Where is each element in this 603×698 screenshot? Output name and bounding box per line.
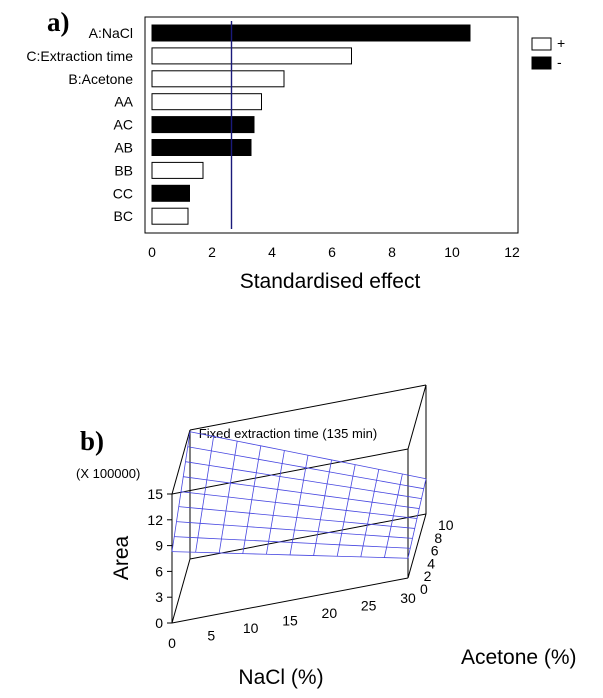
x-tick-label: 6 xyxy=(328,244,336,260)
x-tick-label: 10 xyxy=(243,620,259,636)
panel-b-label: b) xyxy=(80,426,104,456)
z-tick-label: 3 xyxy=(155,589,163,605)
mesh-line-nacl xyxy=(195,436,214,553)
mesh-line-nacl xyxy=(266,450,285,555)
y-axis-title-acetone: Acetone (%) xyxy=(461,646,577,669)
z-tick-label: 0 xyxy=(155,615,163,631)
bar-ac xyxy=(151,116,255,134)
category-label: A:NaCl xyxy=(89,25,133,41)
category-label: AC xyxy=(114,117,133,133)
x-tick-label: 4 xyxy=(268,244,276,260)
x-tick-label: 0 xyxy=(168,635,176,651)
y-tick-label: 6 xyxy=(431,543,439,559)
panel-a-label: a) xyxy=(47,7,70,37)
mesh-line-nacl xyxy=(242,445,262,554)
category-label: CC xyxy=(113,185,133,201)
z-tick-label: 12 xyxy=(147,512,163,528)
x-axis-title-nacl: NaCl (%) xyxy=(238,666,323,689)
z-tick-label: 9 xyxy=(155,538,163,554)
x-tick-label: 10 xyxy=(444,244,460,260)
z-tick-label: 15 xyxy=(147,486,163,502)
x-axis-title: Standardised effect xyxy=(240,270,421,293)
category-label: BB xyxy=(114,162,133,178)
legend-swatch-positive xyxy=(531,37,552,51)
y-tick-label: 0 xyxy=(420,581,428,597)
legend: + - xyxy=(531,35,565,70)
box-edge xyxy=(407,513,427,579)
mesh-line-nacl xyxy=(218,441,238,554)
mesh-line-nacl xyxy=(313,459,332,556)
bar-bc xyxy=(151,207,189,225)
bar-aa xyxy=(151,93,262,111)
x-tick-label: 5 xyxy=(207,628,215,644)
z-axis-title: Area xyxy=(110,536,133,581)
category-label: AB xyxy=(114,140,133,156)
box-edge xyxy=(171,448,409,495)
legend-swatch-negative xyxy=(531,56,552,70)
bar-a-nacl xyxy=(151,24,471,42)
box-edge xyxy=(189,384,427,431)
mesh-line-nacl xyxy=(289,455,309,555)
x-axis-ticks: 0 2 4 6 8 10 12 xyxy=(148,244,520,260)
box-edge xyxy=(189,513,427,560)
mesh-line-nacl xyxy=(407,478,427,559)
x-tick-label: 12 xyxy=(504,244,520,260)
x-tick-label: 15 xyxy=(282,613,298,629)
category-labels: A:NaCl C:Extraction time B:Acetone AA AC AB BB… xyxy=(26,25,133,224)
bar-cc xyxy=(151,184,190,202)
x-tick-label: 25 xyxy=(361,598,377,614)
x-tick-label: 30 xyxy=(400,590,416,606)
mesh-line-nacl xyxy=(384,473,403,558)
bar-ab xyxy=(151,139,252,156)
surface-title: Fixed extraction time (135 min) xyxy=(199,426,377,441)
mesh-line-nacl xyxy=(360,469,380,557)
bounding-box xyxy=(171,384,427,624)
legend-label-negative: - xyxy=(557,54,562,70)
y-tick-label: 2 xyxy=(424,568,432,584)
y-tick-label: 10 xyxy=(438,517,454,533)
bar-bb xyxy=(151,161,204,179)
z-tick-label: 6 xyxy=(155,563,163,579)
mesh-line-nacl xyxy=(171,431,191,552)
box-edge xyxy=(171,558,191,624)
bars-group xyxy=(151,24,471,225)
category-label: AA xyxy=(114,94,133,110)
x-tick-label: 2 xyxy=(208,244,216,260)
category-label: BC xyxy=(114,208,133,224)
category-label: C:Extraction time xyxy=(26,48,133,64)
y-tick-label: 4 xyxy=(427,555,435,571)
bar-b-acetone xyxy=(151,70,285,88)
bar-c-extraction-time xyxy=(151,47,352,65)
mesh-line-nacl xyxy=(336,464,356,557)
surface-mesh xyxy=(171,431,427,559)
z-axis-ticks: 0 3 6 9 12 15 xyxy=(147,486,172,631)
plot-frame xyxy=(144,16,519,234)
box-edge xyxy=(171,577,409,624)
panel-b-surface-plot: b) Fixed extraction time (135 min) (X 10… xyxy=(76,384,577,689)
legend-label-positive: + xyxy=(557,35,565,51)
y-tick-label: 8 xyxy=(434,530,442,546)
x-tick-label: 0 xyxy=(148,244,156,260)
x-tick-label: 8 xyxy=(388,244,396,260)
x-tick-label: 20 xyxy=(322,605,338,621)
z-multiplier: (X 100000) xyxy=(76,466,140,481)
box-edge xyxy=(171,429,191,495)
category-label: B:Acetone xyxy=(68,71,133,87)
x-axis-ticks-nacl: 0 5 10 15 20 25 30 xyxy=(168,590,416,651)
box-edge xyxy=(407,384,427,450)
